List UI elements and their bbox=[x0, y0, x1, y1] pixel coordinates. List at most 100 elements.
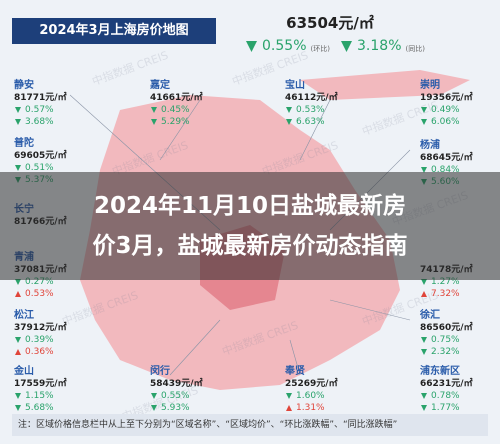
district-change-value: 1.60% bbox=[296, 391, 325, 401]
change-arrow bbox=[151, 393, 157, 399]
district-change-value: 0.51% bbox=[25, 163, 54, 173]
district-card: 徐汇 86560元/㎡ 0.75% 2.32% bbox=[420, 310, 473, 358]
district-price: 37912元/㎡ bbox=[14, 323, 67, 333]
district-change: 0.84% bbox=[420, 164, 473, 176]
district-change-value: 6.06% bbox=[431, 117, 460, 127]
district-change: 6.63% bbox=[285, 116, 338, 128]
district-change: 2.32% bbox=[420, 346, 473, 358]
district-change: 0.53% bbox=[285, 104, 338, 116]
change-arrow bbox=[286, 405, 292, 411]
change-arrow bbox=[421, 349, 427, 355]
district-card: 奉贤 25269元/㎡ 1.60% 1.31% bbox=[285, 366, 338, 414]
district-change-value: 0.36% bbox=[25, 347, 54, 357]
district-change-value: 1.31% bbox=[296, 403, 325, 413]
overlay-title-line: 价3月，盐城最新房价动态指南 bbox=[92, 233, 408, 259]
district-change-value: 0.78% bbox=[431, 391, 460, 401]
district-change-value: 3.68% bbox=[25, 117, 54, 127]
change-arrow bbox=[421, 119, 427, 125]
district-change: 0.75% bbox=[420, 334, 473, 346]
change-arrow bbox=[151, 107, 157, 113]
footer-note: 注：区域价格信息栏中从上至下分别为“区域名称”、“区域均价”、“环比涨跌幅”、“… bbox=[12, 414, 488, 436]
change-arrow bbox=[421, 167, 427, 173]
change-arrow bbox=[151, 119, 157, 125]
district-change: 5.29% bbox=[150, 116, 203, 128]
district-name: 嘉定 bbox=[150, 80, 170, 91]
district-name: 杨浦 bbox=[420, 140, 440, 151]
overall-change: 3.18% (同比) bbox=[340, 38, 425, 54]
district-change-value: 7.32% bbox=[431, 289, 460, 299]
change-arrow bbox=[421, 405, 427, 411]
change-arrow bbox=[15, 165, 21, 171]
overall-change-label: (环比) bbox=[310, 45, 330, 53]
change-arrow bbox=[15, 405, 21, 411]
change-arrow bbox=[286, 393, 292, 399]
district-change: 0.53% bbox=[14, 288, 67, 300]
change-arrow bbox=[15, 291, 21, 297]
district-change: 1.27% bbox=[420, 276, 473, 288]
district-change: 7.32% bbox=[420, 288, 473, 300]
district-change-value: 5.68% bbox=[25, 403, 54, 413]
district-change: 0.55% bbox=[150, 390, 203, 402]
district-change-value: 0.55% bbox=[161, 391, 190, 401]
district-change: 5.93% bbox=[150, 402, 203, 414]
district-price: 66231元/㎡ bbox=[420, 379, 473, 389]
district-price: 81771元/㎡ bbox=[14, 93, 67, 103]
change-arrow bbox=[421, 337, 427, 343]
district-name: 浦东新区 bbox=[420, 366, 460, 377]
district-change: 0.36% bbox=[14, 346, 67, 358]
district-name: 闵行 bbox=[150, 366, 170, 377]
district-change-value: 0.53% bbox=[296, 105, 325, 115]
district-price: 69605元/㎡ bbox=[14, 151, 67, 161]
overall-change-label: (同比) bbox=[405, 45, 425, 53]
district-change-value: 0.53% bbox=[25, 289, 54, 299]
district-change-value: 0.84% bbox=[431, 165, 460, 175]
change-arrow bbox=[286, 119, 292, 125]
district-change-value: 0.75% bbox=[431, 335, 460, 345]
district-price: 58439元/㎡ bbox=[150, 379, 203, 389]
district-card: 嘉定 41661元/㎡ 0.45% 5.29% bbox=[150, 80, 203, 128]
district-change: 1.60% bbox=[285, 390, 338, 402]
district-change-value: 6.63% bbox=[296, 117, 325, 127]
district-change: 0.57% bbox=[14, 104, 67, 116]
district-name: 奉贤 bbox=[285, 366, 305, 377]
district-price: 46112元/㎡ bbox=[285, 93, 338, 103]
district-change-value: 2.32% bbox=[431, 347, 460, 357]
district-card: 金山 17559元/㎡ 1.15% 5.68% bbox=[14, 366, 67, 414]
district-change-value: 0.39% bbox=[25, 335, 54, 345]
district-price: 41661元/㎡ bbox=[150, 93, 203, 103]
district-price: 68645元/㎡ bbox=[420, 153, 473, 163]
overlay-band bbox=[0, 172, 500, 280]
district-card: 浦东新区 66231元/㎡ 0.78% 1.77% bbox=[420, 366, 473, 414]
overall-price: 63504元/㎡ bbox=[286, 14, 374, 32]
district-change-value: 0.57% bbox=[25, 105, 54, 115]
district-name: 普陀 bbox=[14, 138, 34, 149]
change-arrow bbox=[421, 107, 427, 113]
change-arrow bbox=[151, 405, 157, 411]
change-arrow bbox=[421, 279, 427, 285]
district-name: 静安 bbox=[14, 80, 34, 91]
header-title: 2024年3月上海房价地图 bbox=[12, 18, 216, 44]
district-name: 松江 bbox=[14, 310, 34, 321]
change-arrow bbox=[15, 119, 21, 125]
change-arrow bbox=[246, 40, 258, 52]
change-arrow bbox=[15, 337, 21, 343]
district-change-value: 5.29% bbox=[161, 117, 190, 127]
change-arrow bbox=[341, 40, 353, 52]
overall-change: 0.55% (环比) bbox=[245, 38, 330, 54]
overlay-title: 2024年11月10日盐城最新房 价3月，盐城最新房价动态指南 bbox=[0, 186, 500, 266]
district-change: 1.15% bbox=[14, 390, 67, 402]
district-change: 0.78% bbox=[420, 390, 473, 402]
district-name: 宝山 bbox=[285, 80, 305, 91]
district-change: 0.49% bbox=[420, 104, 473, 116]
district-change-value: 1.27% bbox=[431, 277, 460, 287]
change-arrow bbox=[421, 393, 427, 399]
district-price: 19356元/㎡ bbox=[420, 93, 473, 103]
district-price: 17559元/㎡ bbox=[14, 379, 67, 389]
overall-changes: 0.55% (环比) 3.18% (同比) bbox=[240, 38, 430, 54]
district-card: 松江 37912元/㎡ 0.39% 0.36% bbox=[14, 310, 67, 358]
overall-change-value: 3.18% bbox=[357, 38, 402, 54]
chongming-shape bbox=[300, 70, 470, 100]
district-change: 1.31% bbox=[285, 402, 338, 414]
district-change: 6.06% bbox=[420, 116, 473, 128]
